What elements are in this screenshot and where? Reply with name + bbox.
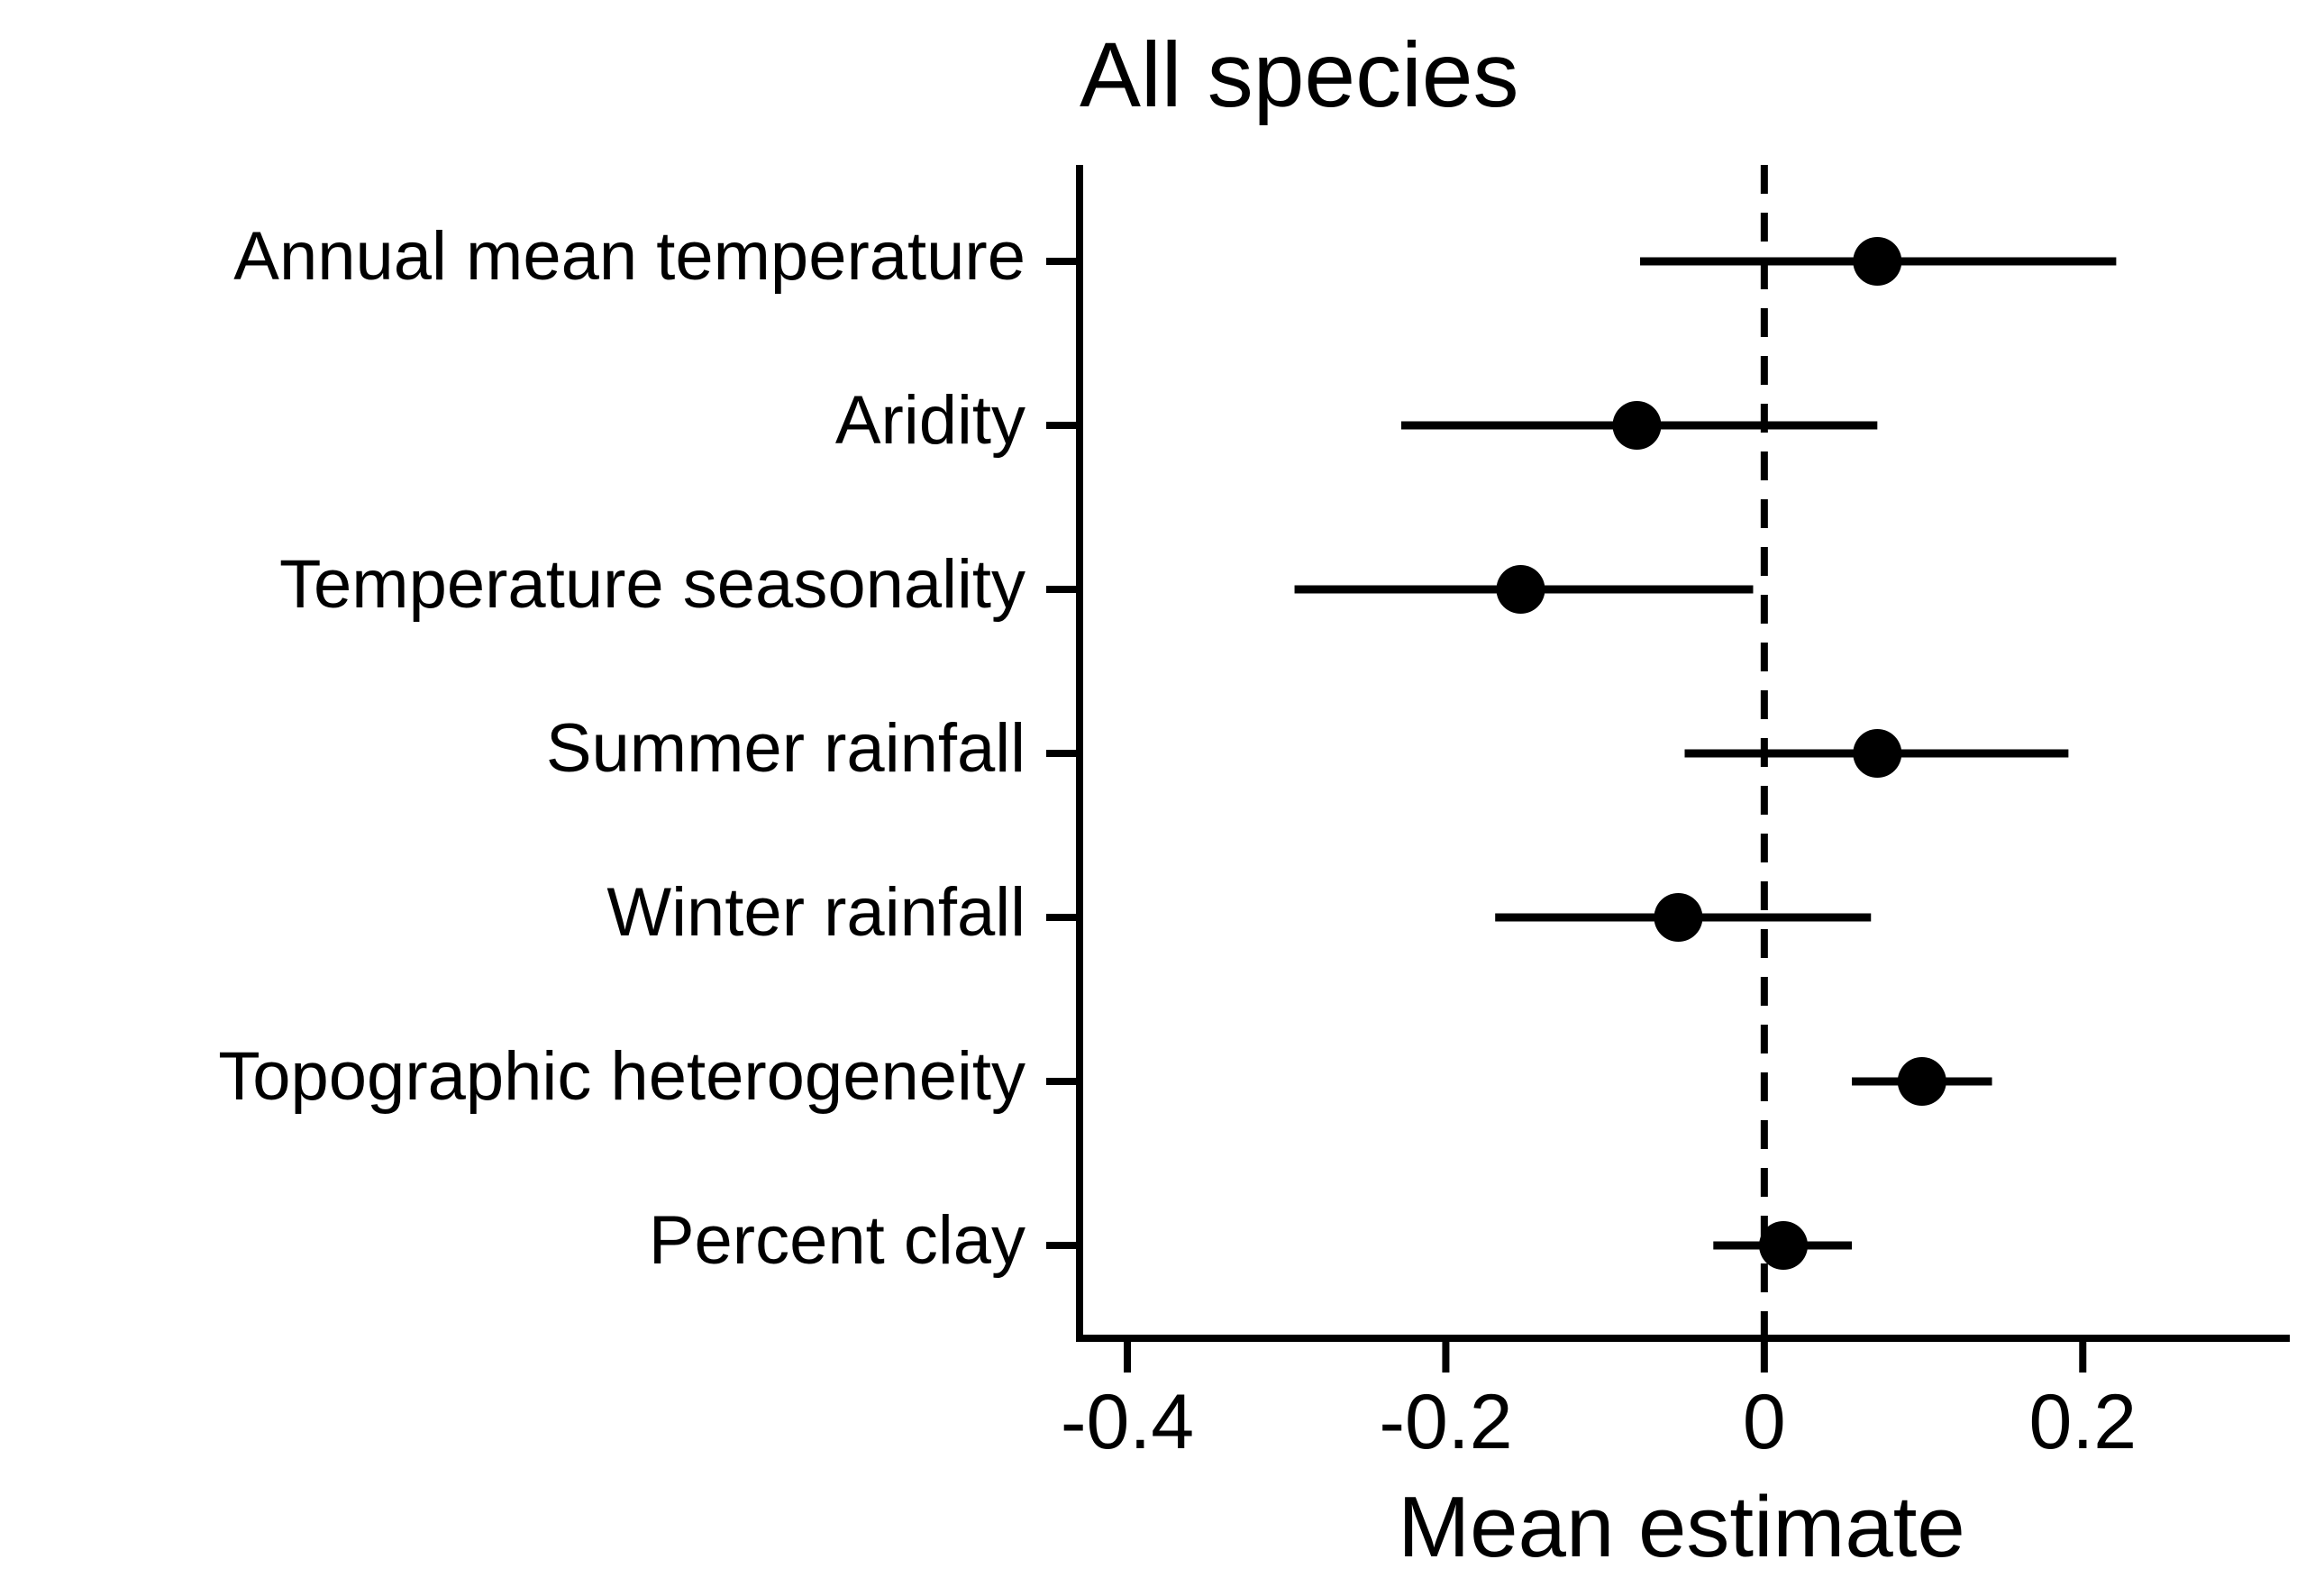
estimate-point [1612, 401, 1662, 450]
estimate-point [1654, 893, 1703, 942]
estimate-point [1496, 565, 1545, 614]
estimate-points [1496, 237, 1946, 1270]
y-tick-label: Aridity [835, 382, 1025, 459]
estimate-point [1759, 1221, 1809, 1270]
y-axis-labels: Annual mean temperature Aridity Temperatur… [218, 218, 1025, 1279]
y-tick-label: Winter rainfall [606, 874, 1025, 951]
y-axis-ticks [1046, 258, 1080, 1249]
x-tick-label: -0.2 [1379, 1379, 1512, 1465]
y-tick-label: Annual mean temperature [233, 218, 1025, 295]
x-axis-title: Mean estimate [1398, 1479, 1965, 1575]
estimate-point [1897, 1057, 1946, 1106]
x-tick-label: 0.2 [2028, 1379, 2137, 1465]
y-tick-label: Percent clay [649, 1202, 1025, 1279]
y-tick-label: Topographic heterogeneity [218, 1038, 1025, 1115]
y-tick-label: Temperature seasonality [279, 546, 1025, 623]
x-tick-label: 0 [1743, 1379, 1786, 1465]
x-tick-label: -0.4 [1061, 1379, 1194, 1465]
estimate-point [1853, 237, 1902, 286]
estimate-point [1853, 729, 1902, 778]
chart-title: All species [1080, 23, 1519, 126]
confidence-intervals [1294, 257, 2117, 1250]
x-axis-tick-labels: -0.4 -0.2 0 0.2 [1061, 1379, 2137, 1465]
y-tick-label: Summer rainfall [546, 710, 1025, 787]
x-axis-ticks [1124, 1338, 2087, 1373]
